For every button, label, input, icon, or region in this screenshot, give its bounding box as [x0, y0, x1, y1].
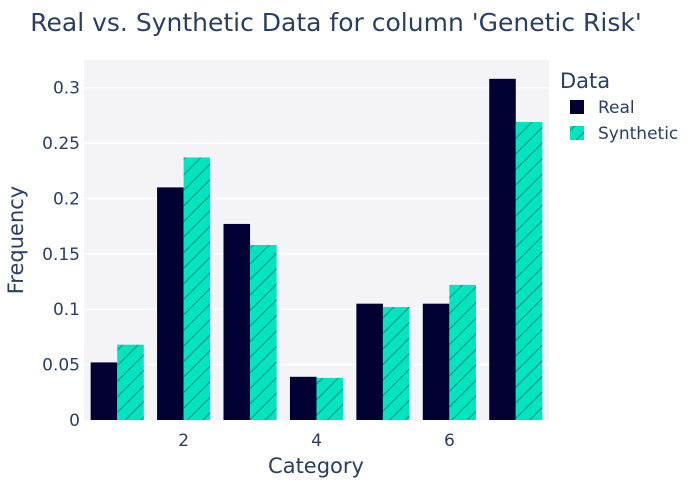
bar-synthetic-5[interactable]	[382, 307, 410, 420]
x-tick-label: 4	[311, 431, 322, 451]
y-tick-label: 0.05	[42, 356, 80, 376]
plot-background	[84, 60, 549, 420]
bar-synthetic-6[interactable]	[449, 284, 476, 420]
bar-real-6[interactable]	[422, 303, 450, 420]
bar-synthetic-7[interactable]	[515, 122, 543, 421]
x-tick-label: 6	[444, 431, 455, 451]
y-tick-label: 0.15	[42, 245, 80, 265]
y-tick-label: 0.25	[42, 134, 80, 154]
y-axis-title: Frequency	[4, 186, 28, 295]
y-tick-label: 0.1	[53, 300, 80, 320]
bar-real-7[interactable]	[489, 78, 516, 420]
bar-real-5[interactable]	[356, 303, 383, 420]
y-tick-label: 0	[69, 411, 80, 431]
bar-synthetic-2[interactable]	[183, 157, 211, 420]
bar-real-2[interactable]	[157, 187, 184, 420]
plot-area: 0 0.05 0.1 0.15 0.2 0.25 0.3 2 4 6	[42, 60, 549, 451]
legend-title: Data	[560, 69, 610, 93]
bar-real-3[interactable]	[223, 223, 251, 420]
y-tick-label: 0.2	[53, 189, 80, 209]
bar-real-1[interactable]	[90, 362, 118, 420]
legend[interactable]: Data Real Synthetic	[560, 69, 678, 144]
legend-label-real[interactable]: Real	[598, 98, 635, 118]
legend-label-synthetic[interactable]: Synthetic	[598, 124, 678, 144]
y-tick-label: 0.3	[53, 79, 80, 99]
legend-swatch-synthetic	[570, 126, 584, 140]
bar-synthetic-4[interactable]	[316, 377, 344, 420]
x-axis-title: Category	[268, 454, 364, 478]
x-tick-label: 2	[178, 431, 189, 451]
legend-swatch-real	[570, 100, 584, 114]
bar-real-4[interactable]	[289, 376, 317, 420]
bar-synthetic-3[interactable]	[250, 244, 277, 420]
chart-title: Real vs. Synthetic Data for column 'Gene…	[30, 8, 641, 37]
bar-synthetic-1[interactable]	[117, 344, 144, 420]
